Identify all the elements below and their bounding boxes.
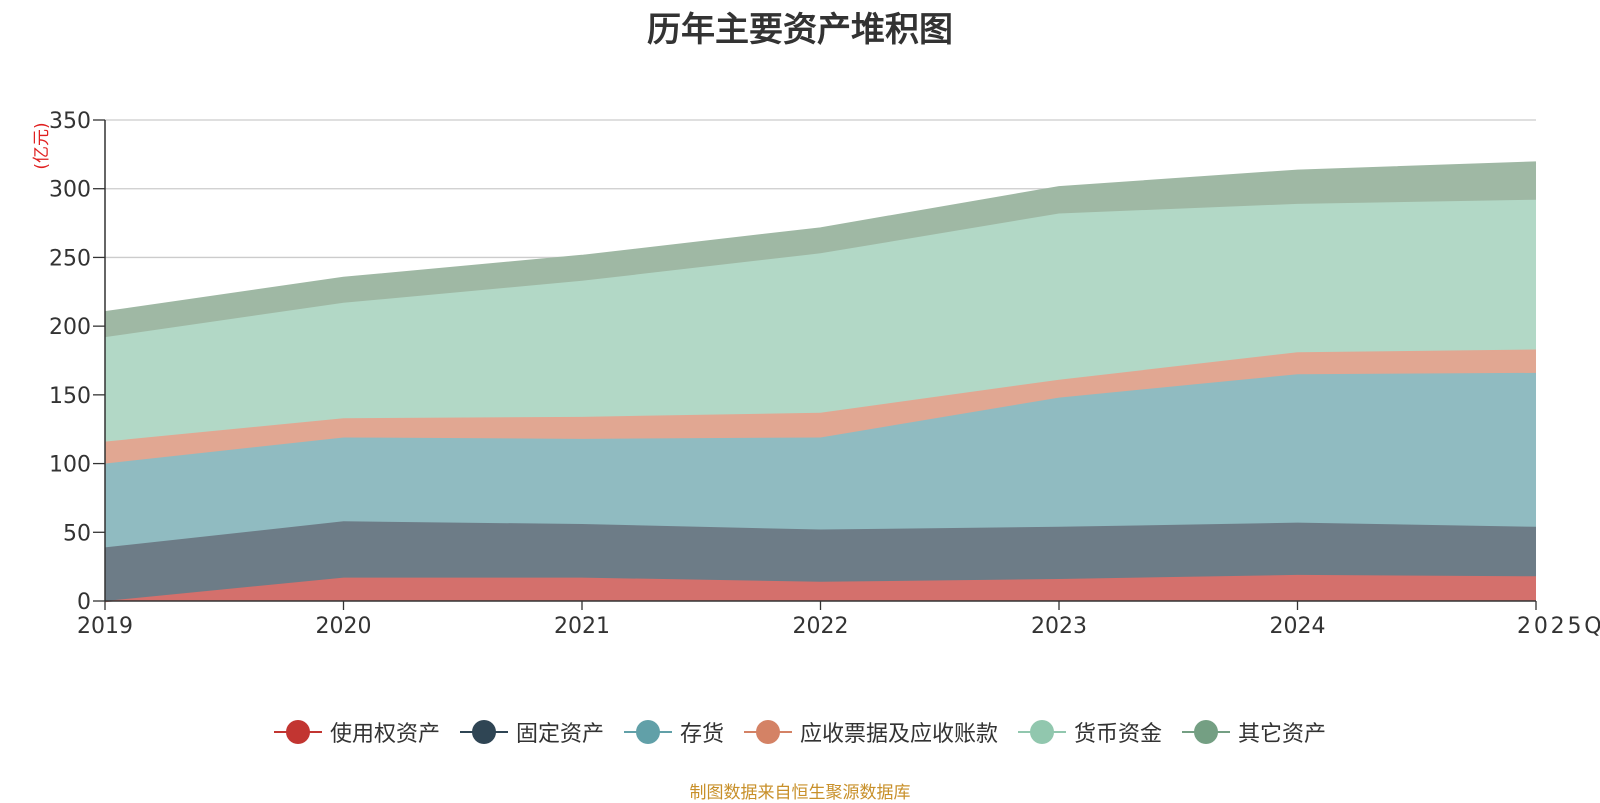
x-tick-label: 2019 xyxy=(77,614,133,639)
y-axis-unit-label: (亿元) xyxy=(32,122,52,169)
x-tick-label: 2023 xyxy=(1031,614,1087,639)
y-tick-label: 200 xyxy=(49,315,91,340)
y-tick-label: 250 xyxy=(49,246,91,271)
area-存货[interactable] xyxy=(105,372,1536,548)
x-tick-label: 2020 xyxy=(316,614,372,639)
legend-item[interactable]: 存货 xyxy=(623,716,724,748)
legend-item[interactable]: 固定资产 xyxy=(459,716,604,748)
legend-marker-icon xyxy=(1018,720,1067,744)
chart-title: 历年主要资产堆积图 xyxy=(647,10,953,50)
y-tick-label: 150 xyxy=(49,384,91,409)
legend-label: 其它资产 xyxy=(1238,722,1327,747)
legend: 使用权资产 固定资产 存货 应收票据及应收账款 货币资金 其它资产 xyxy=(0,716,1600,748)
y-tick-label: 100 xyxy=(49,453,91,478)
legend-label: 应收票据及应收账款 xyxy=(800,722,999,747)
legend-marker-icon xyxy=(744,720,792,744)
y-tick-label: 300 xyxy=(49,178,91,203)
legend-label: 固定资产 xyxy=(515,722,604,747)
legend-item[interactable]: 使用权资产 xyxy=(273,716,440,748)
area-使用权资产[interactable] xyxy=(105,574,1536,601)
legend-marker-icon xyxy=(459,720,508,744)
source-note: 制图数据来自恒生聚源数据库 xyxy=(689,783,911,803)
legend-item[interactable]: 货币资金 xyxy=(1018,716,1162,748)
legend-label: 货币资金 xyxy=(1074,722,1163,747)
legend-label: 存货 xyxy=(679,722,724,747)
area-固定资产[interactable] xyxy=(105,521,1536,601)
legend-marker-icon xyxy=(1182,720,1231,744)
legend-label: 使用权资产 xyxy=(329,722,440,747)
line-其它资产 xyxy=(104,161,1537,314)
area-series xyxy=(104,161,1537,603)
legend-marker-icon xyxy=(273,720,322,744)
area-货币资金[interactable] xyxy=(105,199,1536,442)
x-tick-label: 2022 xyxy=(793,614,849,639)
legend-item[interactable]: 其它资产 xyxy=(1182,716,1326,748)
x-tick-label: 2025Q1-Q3 xyxy=(1517,614,1600,639)
y-tick-label: 0 xyxy=(77,590,91,615)
y-tick-label: 50 xyxy=(63,521,91,546)
legend-marker-icon xyxy=(623,720,672,744)
area-应收票据及应收账款[interactable] xyxy=(105,349,1536,464)
x-tick-label: 2021 xyxy=(554,614,610,639)
area-其它资产[interactable] xyxy=(105,162,1536,338)
x-tick-label: 2024 xyxy=(1270,614,1326,639)
axes: 0 50 100 150 200 250 300 350 2019 2020 2021 2022 202… xyxy=(49,109,1600,639)
y-tick-label: 350 xyxy=(49,109,91,134)
legend-item[interactable]: 应收票据及应收账款 xyxy=(744,716,998,748)
